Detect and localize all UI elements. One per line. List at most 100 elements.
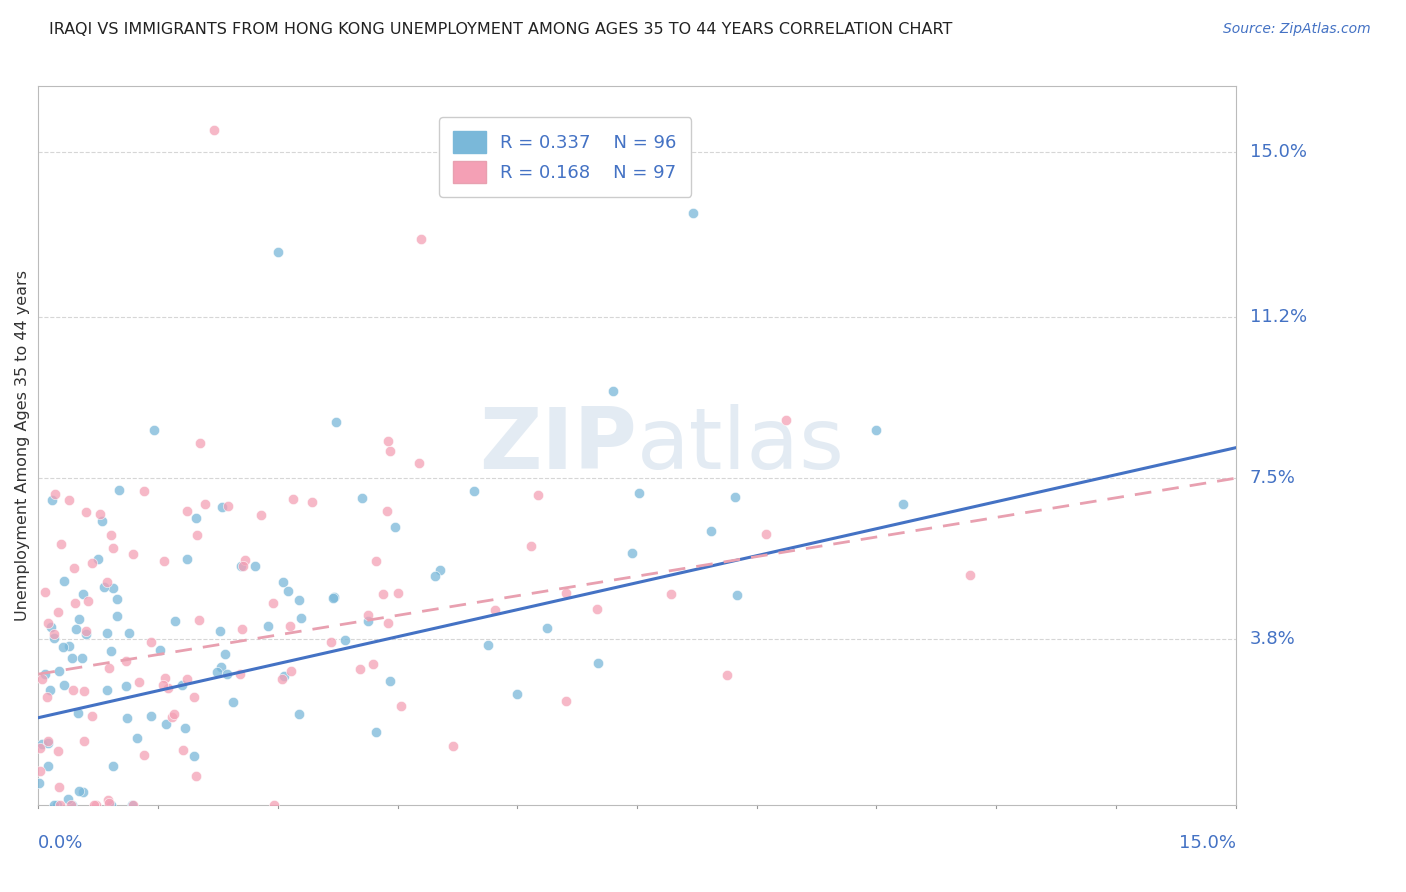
Point (366, 554, 388, 568)
Point (527, 488, 550, 502)
Point (288, 592, 311, 607)
Point (37, 736, 59, 750)
Point (118, 625, 141, 640)
Text: 0.0%: 0.0% (38, 833, 84, 852)
Point (233, 553, 256, 567)
Text: Source: ZipAtlas.com: Source: ZipAtlas.com (1223, 22, 1371, 37)
Point (477, 638, 499, 652)
Point (87, 551, 110, 566)
Point (86, 797, 108, 812)
Point (121, 797, 143, 812)
Point (173, 722, 195, 736)
Point (229, 667, 252, 681)
Point (152, 554, 174, 568)
Point (80, 708, 103, 723)
Point (96, 682, 118, 697)
Point (554, 694, 576, 708)
Point (389, 698, 412, 713)
Point (271, 575, 294, 590)
Point (387, 585, 409, 599)
Point (42, 797, 65, 812)
Point (202, 123, 225, 137)
Point (100, 528, 122, 542)
Point (35, 690, 58, 705)
Point (93, 580, 115, 594)
Legend: R = 0.337    N = 96, R = 0.168    N = 97: R = 0.337 N = 96, R = 0.168 N = 97 (439, 117, 692, 197)
Point (34, 667, 56, 681)
Point (41, 492, 63, 507)
Point (183, 690, 205, 704)
Point (77, 594, 100, 608)
Point (520, 539, 543, 553)
Point (350, 491, 373, 505)
Point (53, 678, 76, 692)
Text: 15.0%: 15.0% (1250, 143, 1306, 161)
Point (134, 484, 156, 499)
Point (536, 622, 558, 636)
Point (31, 737, 53, 751)
Point (322, 591, 344, 605)
Point (214, 647, 236, 661)
Point (90, 514, 112, 528)
Point (156, 681, 179, 695)
Point (423, 569, 446, 583)
Point (105, 592, 128, 607)
Point (682, 205, 704, 219)
Point (659, 587, 682, 601)
Point (217, 500, 239, 514)
Point (34, 585, 56, 599)
Point (724, 490, 747, 504)
Point (281, 492, 304, 507)
Point (207, 665, 229, 679)
Point (63, 596, 86, 610)
Point (186, 511, 208, 525)
Point (60, 797, 83, 812)
Point (67, 612, 90, 626)
Point (122, 547, 145, 561)
Point (63, 561, 86, 575)
Point (263, 797, 285, 812)
Point (301, 494, 323, 508)
Point (463, 484, 485, 499)
Point (184, 769, 207, 783)
Point (194, 497, 217, 511)
Point (187, 613, 209, 627)
Point (45, 797, 67, 812)
Point (506, 687, 529, 701)
Point (188, 435, 211, 450)
Point (101, 541, 124, 555)
Text: 3.8%: 3.8% (1250, 631, 1295, 648)
Point (60, 797, 83, 812)
Point (28, 764, 51, 778)
Text: 7.5%: 7.5% (1250, 469, 1295, 487)
Point (37, 759, 59, 773)
Point (75, 624, 97, 639)
Point (959, 568, 981, 582)
Point (52, 640, 75, 654)
Point (335, 632, 357, 647)
Point (325, 416, 347, 430)
Point (37, 616, 59, 631)
Point (96, 792, 118, 806)
Point (257, 619, 280, 633)
Point (44, 487, 66, 501)
Point (280, 664, 302, 678)
Point (132, 747, 155, 762)
Point (114, 654, 136, 668)
Point (39, 682, 62, 697)
Point (72, 587, 94, 601)
Point (98, 797, 121, 811)
Point (484, 603, 506, 617)
Point (231, 622, 253, 636)
Point (75, 627, 97, 641)
Point (58, 639, 80, 653)
Point (42, 631, 65, 645)
Point (70, 651, 93, 665)
Point (72, 785, 94, 799)
Point (80, 556, 103, 570)
Point (267, 244, 290, 259)
Point (67, 706, 90, 720)
Point (152, 678, 174, 692)
Point (716, 668, 738, 682)
Point (96, 626, 118, 640)
